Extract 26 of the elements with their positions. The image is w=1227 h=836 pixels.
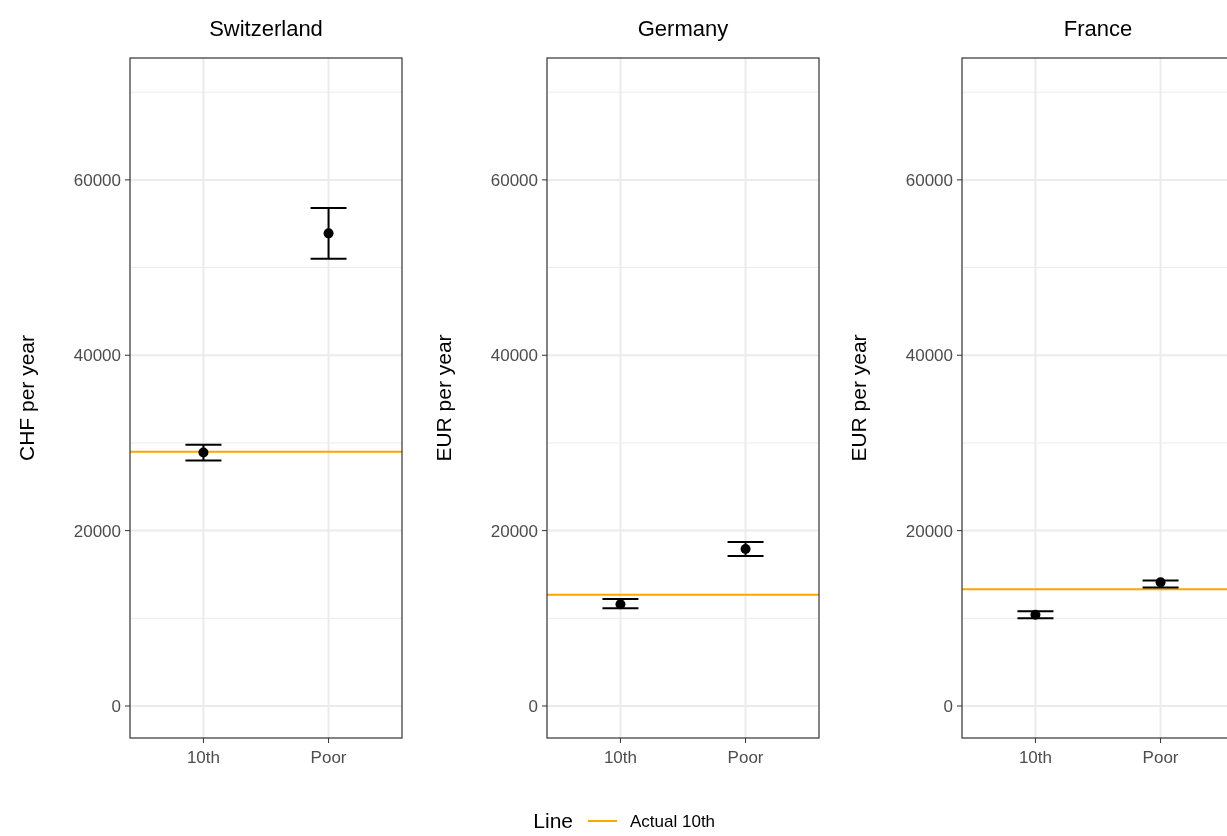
y-axis-title: CHF per year — [15, 334, 38, 462]
y-tick-label: 40000 — [905, 346, 953, 366]
y-tick-label: 60000 — [490, 170, 538, 190]
legend-title: Line — [533, 809, 573, 832]
y-tick-label: 40000 — [73, 346, 121, 366]
chart-title: Germany — [637, 16, 729, 41]
y-tick-label: 0 — [111, 696, 121, 716]
y-axis-title: EUR per year — [432, 334, 455, 462]
legend-label: Actual 10th — [630, 812, 716, 831]
y-tick-label: 60000 — [905, 170, 953, 190]
chart-title: France — [1063, 16, 1133, 41]
y-tick-label: 20000 — [905, 521, 953, 541]
y-tick-label: 40000 — [490, 346, 538, 366]
x-tick-label: 10th — [186, 748, 220, 767]
x-tick-label: 10th — [603, 748, 637, 767]
x-tick-label: 10th — [1018, 748, 1052, 767]
chart-title: Switzerland — [209, 16, 323, 41]
x-tick-label: Poor — [1142, 748, 1179, 767]
x-tick-label: Poor — [310, 748, 347, 767]
y-tick-label: 0 — [528, 696, 538, 716]
y-tick-label: 20000 — [73, 521, 121, 541]
x-tick-label: Poor — [727, 748, 764, 767]
y-tick-label: 60000 — [73, 170, 121, 190]
y-tick-label: 0 — [943, 696, 953, 716]
y-tick-label: 20000 — [490, 521, 538, 541]
y-axis-title: EUR per year — [847, 334, 870, 462]
